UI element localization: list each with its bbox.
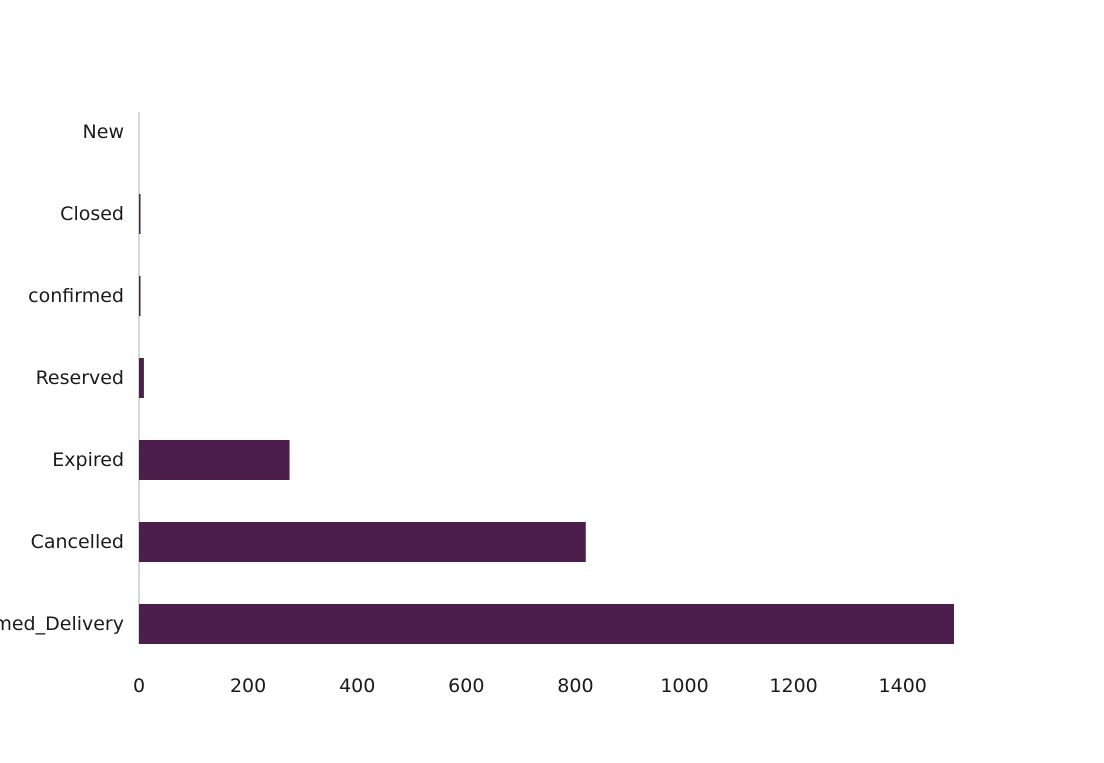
- category-label-reserved: Reserved: [36, 367, 124, 389]
- bar-confirmed: [139, 276, 141, 316]
- category-label-closed: Closed: [60, 203, 124, 225]
- x-tick-label-0: 0: [133, 675, 145, 697]
- x-tick-label-600: 600: [448, 675, 484, 697]
- bars: [139, 194, 954, 644]
- category-label-confirmed: confirmed: [28, 285, 124, 307]
- bar-confirmed_delivery: [139, 604, 954, 644]
- category-label-new: New: [83, 121, 124, 143]
- x-tick-label-1400: 1400: [879, 675, 927, 697]
- bar-expired: [139, 440, 290, 480]
- category-label-expired: Expired: [52, 449, 124, 471]
- x-tick-label-800: 800: [557, 675, 593, 697]
- bar-reserved: [139, 358, 144, 398]
- category-label-cancelled: Cancelled: [31, 531, 124, 553]
- category-label-confirmed_delivery: Confirmed_Delivery: [0, 613, 124, 635]
- x-tick-label-1200: 1200: [769, 675, 817, 697]
- x-tick-labels: 0 200 400 600 800 1000 1200 1400: [133, 675, 927, 697]
- bar-cancelled: [139, 522, 586, 562]
- x-tick-label-400: 400: [339, 675, 375, 697]
- x-tick-label-200: 200: [230, 675, 266, 697]
- x-tick-label-1000: 1000: [660, 675, 708, 697]
- bar-closed: [139, 194, 141, 234]
- category-labels: New Closed confirmed Reserved Expired Cancell…: [0, 121, 124, 635]
